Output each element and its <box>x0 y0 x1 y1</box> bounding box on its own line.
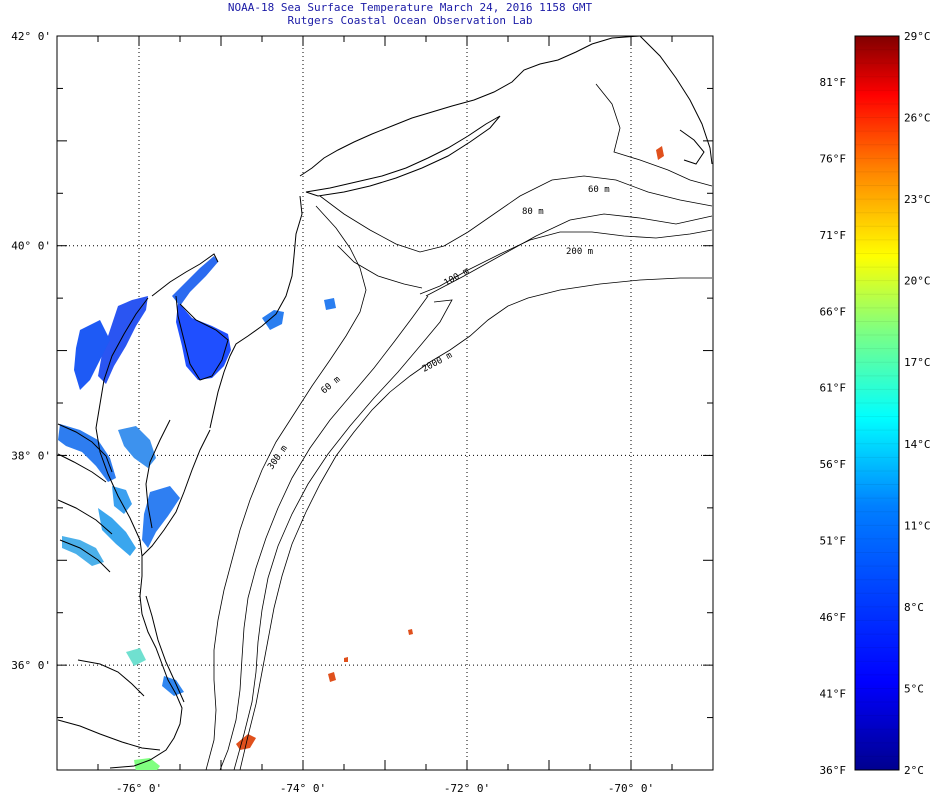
colorbar-celsius-label: 2°C <box>904 764 924 777</box>
contour-label-200m: 200 m <box>566 247 593 257</box>
contour-2000m <box>239 277 712 770</box>
coastline-carolina <box>109 556 183 769</box>
sst-patch-nj-coast <box>262 310 284 330</box>
coastline-nj <box>209 195 303 429</box>
colorbar-fahrenheit-label: 66°F <box>820 305 847 318</box>
y-axis-labels: 42° 0' 40° 0' 38° 0' 36° 0' <box>11 30 51 672</box>
colorbar-celsius-label: 8°C <box>904 601 924 614</box>
sst-patch-albemarle-2 <box>162 676 184 696</box>
sst-patch-albemarle <box>126 648 146 666</box>
colorbar-celsius-label: 20°C <box>904 275 931 288</box>
colorbar-celsius-label: 23°C <box>904 193 931 206</box>
colorbar-fahrenheit-labels: 81°F 76°F 71°F 66°F 61°F 56°F 51°F 46°F 41°F 36°F <box>820 76 847 777</box>
x-tick-label: -72° 0' <box>444 782 490 795</box>
sst-patch-gulf-stream-3 <box>408 629 413 635</box>
coastline-pamlico <box>57 659 161 751</box>
sst-patch-delaware-bay <box>176 302 231 380</box>
y-tick-label: 38° 0' <box>11 449 51 462</box>
coastline-northeast <box>299 36 641 177</box>
contour-100m <box>219 295 429 770</box>
coastline-long-island <box>305 115 501 197</box>
coastline-chesapeake-west <box>95 297 149 557</box>
coastlines <box>57 36 713 769</box>
coastline-va-rivers <box>57 423 113 573</box>
sst-patch-va-river <box>62 536 104 566</box>
contour-200m <box>233 299 453 770</box>
colorbar-bands <box>855 49 899 757</box>
contour-shelf-2 <box>319 175 713 253</box>
contour-georges <box>595 83 713 187</box>
map-subtitle: Rutgers Coastal Ocean Observation Lab <box>287 14 533 27</box>
colorbar-celsius-labels: 29°C 26°C 23°C 20°C 17°C 14°C 11°C 8°C 5°C 2°C <box>904 30 931 777</box>
sst-patch-chesapeake-mid <box>58 424 116 482</box>
colorbar-fahrenheit-label: 41°F <box>820 688 847 701</box>
coastline-upper-chesapeake <box>151 253 219 297</box>
sst-patch-pamlico-green <box>134 758 160 770</box>
colorbar-celsius-label: 11°C <box>904 519 931 532</box>
colorbar-celsius-label: 29°C <box>904 30 931 43</box>
y-tick-label: 42° 0' <box>11 30 51 43</box>
bathymetry-contours <box>205 83 713 770</box>
colorbar <box>854 35 900 771</box>
sst-patch-chesapeake-east <box>118 426 156 468</box>
coastline-chesapeake-east <box>145 419 171 529</box>
x-tick-label: -74° 0' <box>280 782 326 795</box>
colorbar-celsius-label: 5°C <box>904 682 924 695</box>
map-title: NOAA-18 Sea Surface Temperature March 24… <box>227 1 593 14</box>
plot-frame <box>56 35 714 771</box>
colorbar-fahrenheit-label: 81°F <box>820 76 847 89</box>
colorbar-fahrenheit-label: 56°F <box>820 458 847 471</box>
x-tick-label: -76° 0' <box>116 782 162 795</box>
colorbar-celsius-label: 26°C <box>904 112 931 125</box>
colorbar-celsius-label: 14°C <box>904 438 931 451</box>
colorbar-celsius-label: 17°C <box>904 356 931 369</box>
sst-patch-delmarva-bay <box>142 486 180 548</box>
coastline-delaware-bay <box>175 295 229 381</box>
x-tick-label: -70° 0' <box>608 782 654 795</box>
contour-60m <box>425 213 713 297</box>
sst-patch-nj-offshore <box>324 298 336 310</box>
contour-shelf-1 <box>205 205 367 770</box>
colorbar-fahrenheit-label: 51°F <box>820 535 847 548</box>
contour-shelf-3 <box>419 229 713 295</box>
x-axis-labels: -76° 0' -74° 0' -72° 0' -70° 0' <box>116 782 654 795</box>
axis-ticks <box>56 35 714 771</box>
colorbar-fahrenheit-label: 71°F <box>820 229 847 242</box>
contour-inner-shelf <box>337 245 423 289</box>
coastline-outer-banks <box>145 595 185 703</box>
sst-patch-chesapeake-west <box>74 320 110 390</box>
sst-patch-nj-inner <box>172 256 218 306</box>
sst-patch-chesapeake-mouth <box>98 508 136 556</box>
colorbar-fahrenheit-label: 61°F <box>820 382 847 395</box>
y-tick-label: 40° 0' <box>11 240 51 253</box>
contour-label-60m-north: 60 m <box>588 185 610 195</box>
sst-patches <box>58 146 664 770</box>
sst-patch-gulf-stream-2 <box>328 672 336 682</box>
y-tick-label: 36° 0' <box>11 659 51 672</box>
colorbar-fahrenheit-label: 46°F <box>820 611 847 624</box>
coastline-delmarva <box>141 429 211 557</box>
colorbar-fahrenheit-label: 76°F <box>820 152 847 165</box>
sst-patch-cape-cod <box>656 146 664 160</box>
contour-label-80m: 80 m <box>522 207 544 217</box>
colorbar-fahrenheit-label: 36°F <box>820 764 847 777</box>
coastline-cape-cod <box>639 36 713 165</box>
sst-patch-gulf-stream-4 <box>344 657 348 662</box>
